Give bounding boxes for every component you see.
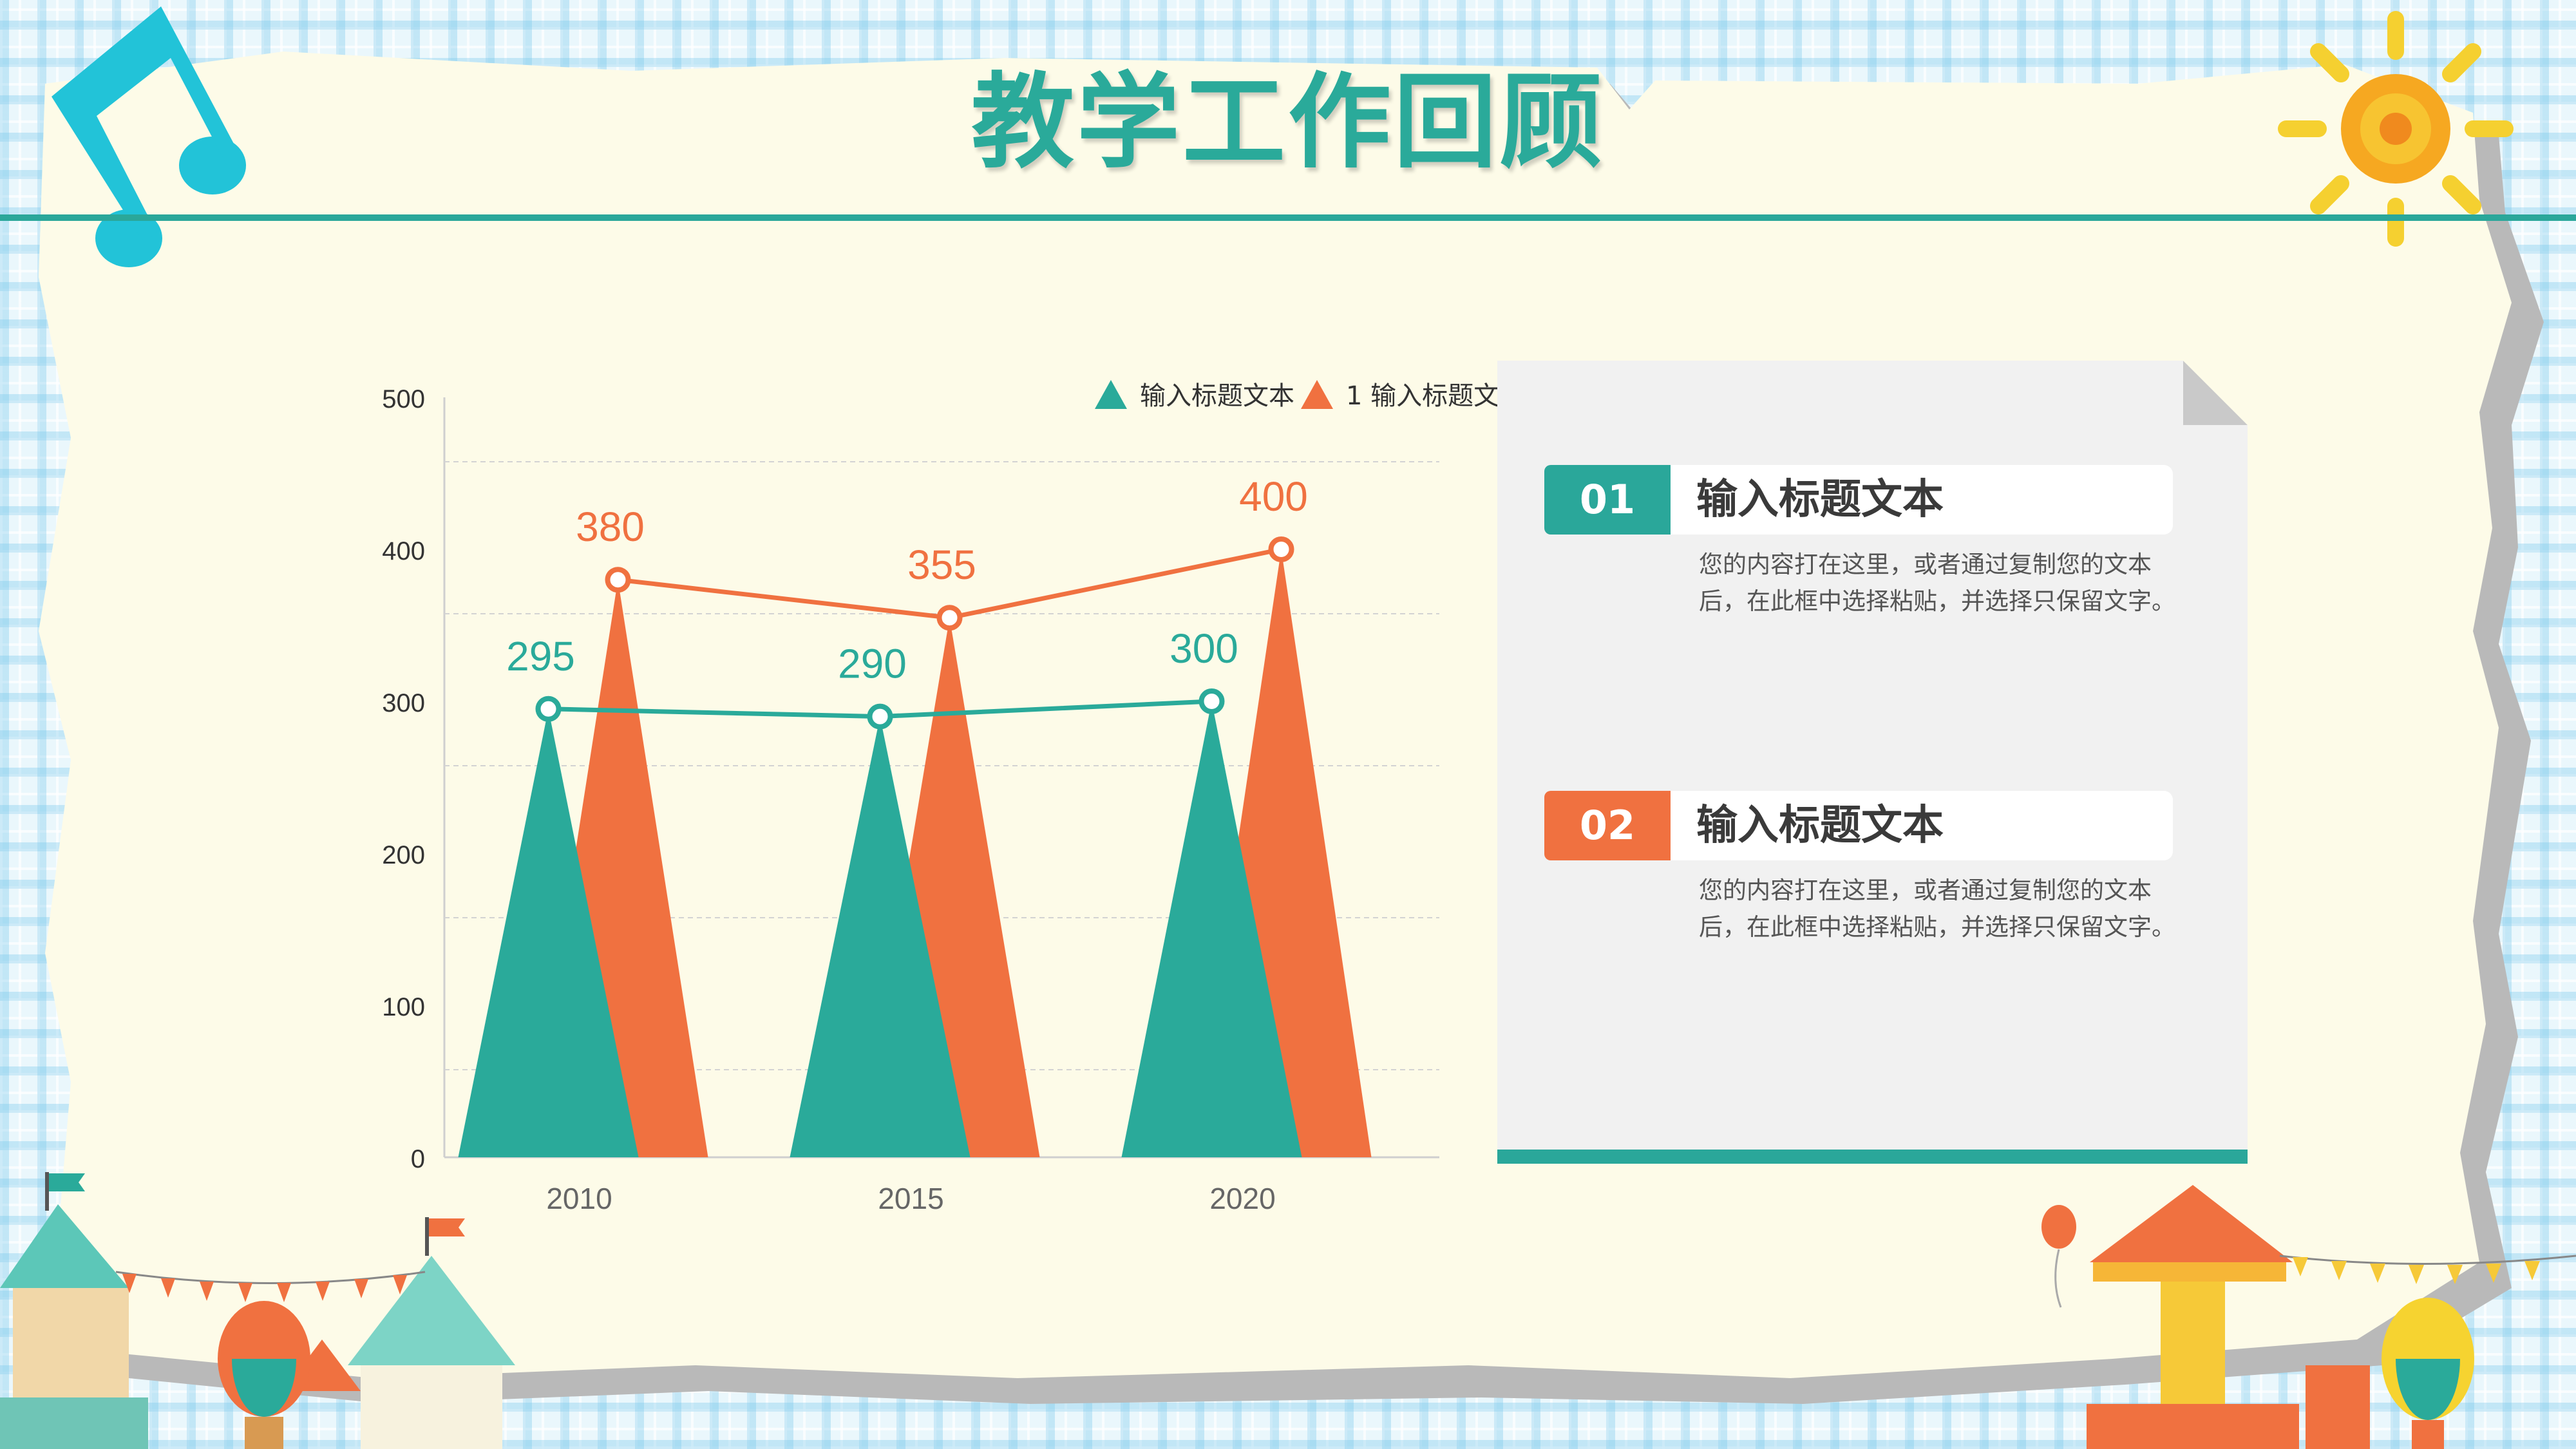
panel-corner-fold [2183, 361, 2248, 425]
item-heading: 输入标题文本 [1696, 802, 1944, 849]
flag-bunting-icon [45, 1172, 465, 1302]
bar-triangle [790, 716, 971, 1157]
page-title: 教学工作回顾 [971, 62, 1605, 182]
item-description-line: 您的内容打在这里，或者通过复制您的文本 [1699, 551, 2152, 578]
x-tick-label: 2015 [878, 1182, 943, 1215]
chart: 0 100 200 300 400 500 2010 2015 2020 295 290 300 380… [382, 380, 1525, 1215]
item-heading-box: 输入标题文本 [1671, 791, 2173, 860]
item-heading: 输入标题文本 [1696, 476, 1944, 524]
bar-triangle [1121, 701, 1302, 1157]
sun-icon [2278, 11, 2514, 247]
carousel-icon [0, 1204, 148, 1449]
data-label: 400 [1239, 473, 1308, 520]
title-divider [0, 214, 2576, 221]
y-tick-label: 0 [411, 1145, 425, 1173]
item-description-line: 您的内容打在这里，或者通过复制您的文本 [1699, 876, 2152, 904]
data-point [605, 567, 631, 593]
legend-marker [1301, 380, 1333, 409]
legend-label: 输入标题文本 [1140, 381, 1294, 411]
data-point [867, 703, 893, 730]
data-point [1268, 536, 1294, 562]
item-number-badge: 02 [1544, 791, 1671, 860]
item-description-line: 后，在此框中选择粘贴，并选择只保留文字。 [1699, 913, 2175, 941]
flag-bunting-right-icon [2279, 1255, 2576, 1284]
y-tick-label: 500 [382, 385, 425, 413]
data-label: 355 [907, 542, 976, 588]
panel-bottom-bar [1497, 1150, 2248, 1164]
data-point [535, 696, 562, 722]
balloon-right-icon [2041, 1205, 2474, 1449]
data-label: 380 [576, 504, 645, 550]
data-point [1198, 688, 1225, 714]
x-tick-label: 2020 [1209, 1182, 1275, 1215]
y-tick-label: 300 [382, 689, 425, 717]
item-description-line: 后，在此框中选择粘贴，并选择只保留文字。 [1699, 587, 2175, 615]
data-point [936, 605, 963, 631]
carousel-right-icon [2087, 1185, 2370, 1449]
data-label: 295 [506, 633, 575, 679]
item-heading-box: 输入标题文本 [1671, 465, 2173, 535]
item-number-badge: 01 [1544, 465, 1671, 535]
item-description: 您的内容打在这里，或者通过复制您的文本 后，在此框中选择粘贴，并选择只保留文字。 [1699, 546, 2201, 620]
music-note-icon [52, 6, 246, 267]
y-tick-label: 200 [382, 841, 425, 869]
item-description: 您的内容打在这里，或者通过复制您的文本 后，在此框中选择粘贴，并选择只保留文字。 [1699, 872, 2201, 945]
y-tick-label: 400 [382, 537, 425, 565]
x-tick-label: 2010 [546, 1182, 612, 1215]
tent-icon [283, 1256, 515, 1449]
balloon-icon [218, 1301, 310, 1449]
bar-triangle [458, 708, 639, 1157]
y-tick-label: 100 [382, 993, 425, 1021]
legend-marker [1095, 380, 1127, 409]
data-label: 300 [1170, 625, 1238, 672]
legend-label: 1 输入标题文本 [1346, 381, 1525, 411]
data-label: 290 [838, 641, 907, 687]
